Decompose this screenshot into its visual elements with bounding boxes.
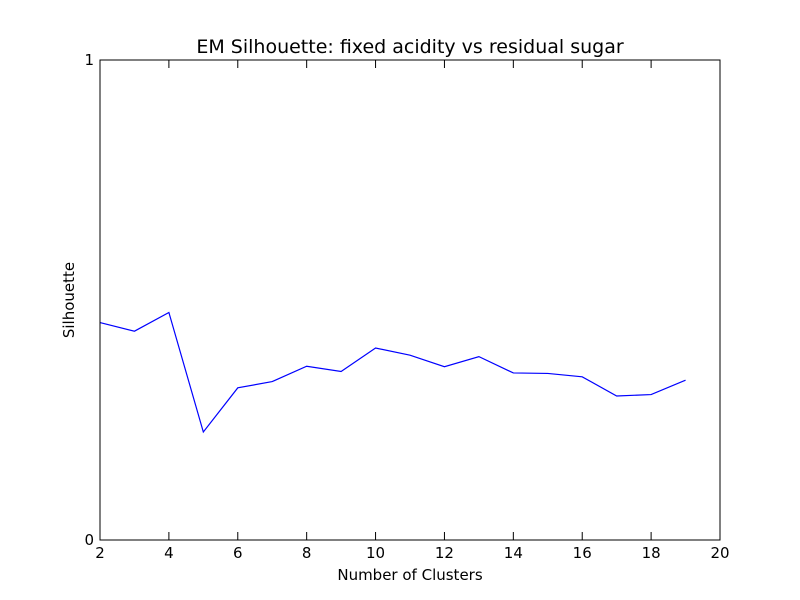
y-tick-label: 0 [84,531,94,549]
x-tick-label: 4 [164,544,174,562]
x-tick-label: 20 [710,544,729,562]
chart-title: EM Silhouette: fixed acidity vs residual… [196,36,623,58]
x-axis: 2 4 6 8 10 12 14 16 18 20 [95,60,730,562]
x-tick-label: 10 [366,544,385,562]
x-tick-label: 16 [573,544,592,562]
x-tick-label: 2 [95,544,105,562]
axes-frame [99,59,721,541]
x-tick-label: 18 [642,544,661,562]
y-axis-label: Silhouette [60,262,78,338]
x-tick-label: 6 [233,544,243,562]
x-tick-label: 8 [302,544,312,562]
y-axis: 01 [84,51,720,549]
x-tick-label: 14 [504,544,523,562]
x-axis-label: Number of Clusters [337,566,482,584]
series-line-0 [99,311,686,434]
series-layer [99,311,686,434]
x-tick-label: 12 [435,544,454,562]
y-tick-label: 1 [84,51,94,69]
